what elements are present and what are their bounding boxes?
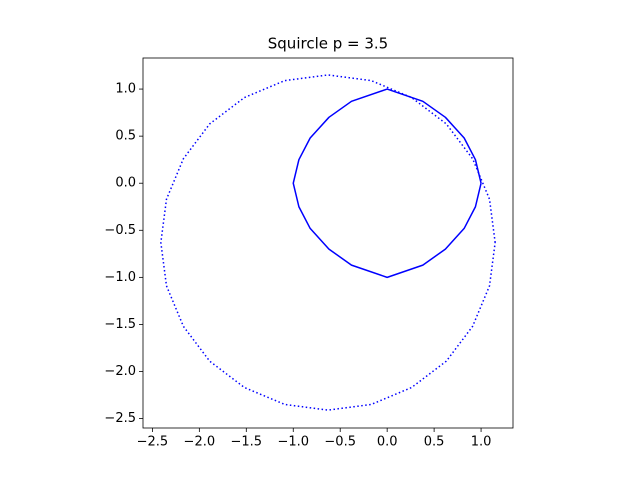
series-line: [292, 88, 482, 279]
y-tick-label: −0.5: [104, 223, 136, 238]
plot-frame: [142, 57, 514, 429]
x-tick-label: −2.5: [137, 435, 169, 450]
x-tick-label: 1.0: [471, 435, 492, 450]
x-tick-label: −2.0: [184, 435, 216, 450]
x-tick-label: −1.5: [231, 435, 263, 450]
y-tick-label: −2.5: [104, 411, 136, 426]
y-tick-label: −1.5: [104, 317, 136, 332]
y-tick-label: −1.0: [104, 270, 136, 285]
x-tick-label: 0.0: [377, 435, 398, 450]
y-tick-label: 0.5: [115, 129, 136, 144]
y-tick-label: −2.0: [104, 364, 136, 379]
x-tick-label: −1.0: [277, 435, 309, 450]
y-tick-label: 1.0: [115, 82, 136, 97]
y-tick-label: 0.0: [115, 176, 136, 191]
x-tick-label: −0.5: [324, 435, 356, 450]
chart-title: Squircle p = 3.5: [268, 35, 388, 53]
x-tick-label: 0.5: [424, 435, 445, 450]
series-line: [160, 74, 496, 411]
